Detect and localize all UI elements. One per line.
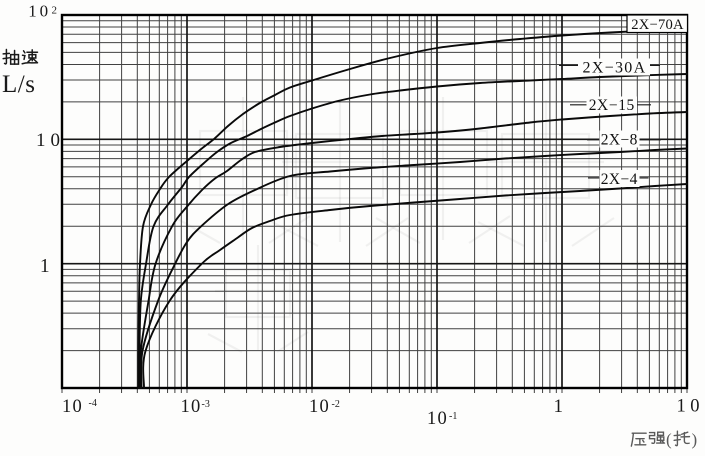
- svg-text:10: 10: [677, 397, 705, 417]
- svg-text:1: 1: [40, 256, 50, 277]
- svg-text:1: 1: [554, 396, 564, 417]
- svg-text:10: 10: [36, 130, 65, 151]
- svg-text:10: 10: [62, 397, 83, 417]
- svg-text:): ): [692, 430, 698, 449]
- svg-text:2X−8: 2X−8: [601, 131, 638, 148]
- svg-text:-3: -3: [202, 399, 210, 410]
- svg-text:-2: -2: [332, 399, 340, 410]
- svg-text:(: (: [666, 430, 672, 449]
- svg-text:2X−30A: 2X−30A: [583, 59, 647, 76]
- svg-text:10: 10: [28, 2, 51, 21]
- svg-text:-4: -4: [89, 398, 97, 409]
- svg-text:2X−70A: 2X−70A: [631, 17, 684, 33]
- svg-text:10: 10: [181, 397, 202, 417]
- svg-text:2X−15: 2X−15: [589, 97, 635, 114]
- svg-text:L/s: L/s: [2, 71, 35, 98]
- svg-text:10: 10: [309, 397, 330, 417]
- svg-text:10: 10: [427, 409, 448, 429]
- svg-text:2: 2: [52, 5, 58, 17]
- svg-text:-1: -1: [449, 411, 457, 422]
- svg-text:2X−4: 2X−4: [601, 171, 638, 188]
